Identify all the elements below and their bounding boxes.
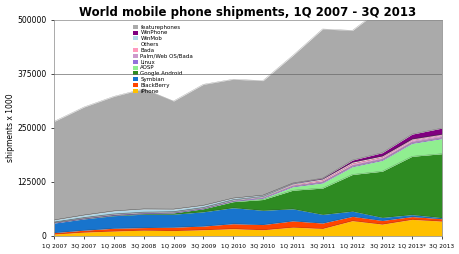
Y-axis label: shipments x 1000: shipments x 1000 xyxy=(6,93,15,162)
Legend: featurephones, WinPhone, WinMob, Others, Bada, Palm/Web OS/Bada, Linux, AOSP, Go: featurephones, WinPhone, WinMob, Others,… xyxy=(132,25,193,94)
Title: World mobile phone shipments, 1Q 2007 - 3Q 2013: World mobile phone shipments, 1Q 2007 - … xyxy=(79,6,416,19)
